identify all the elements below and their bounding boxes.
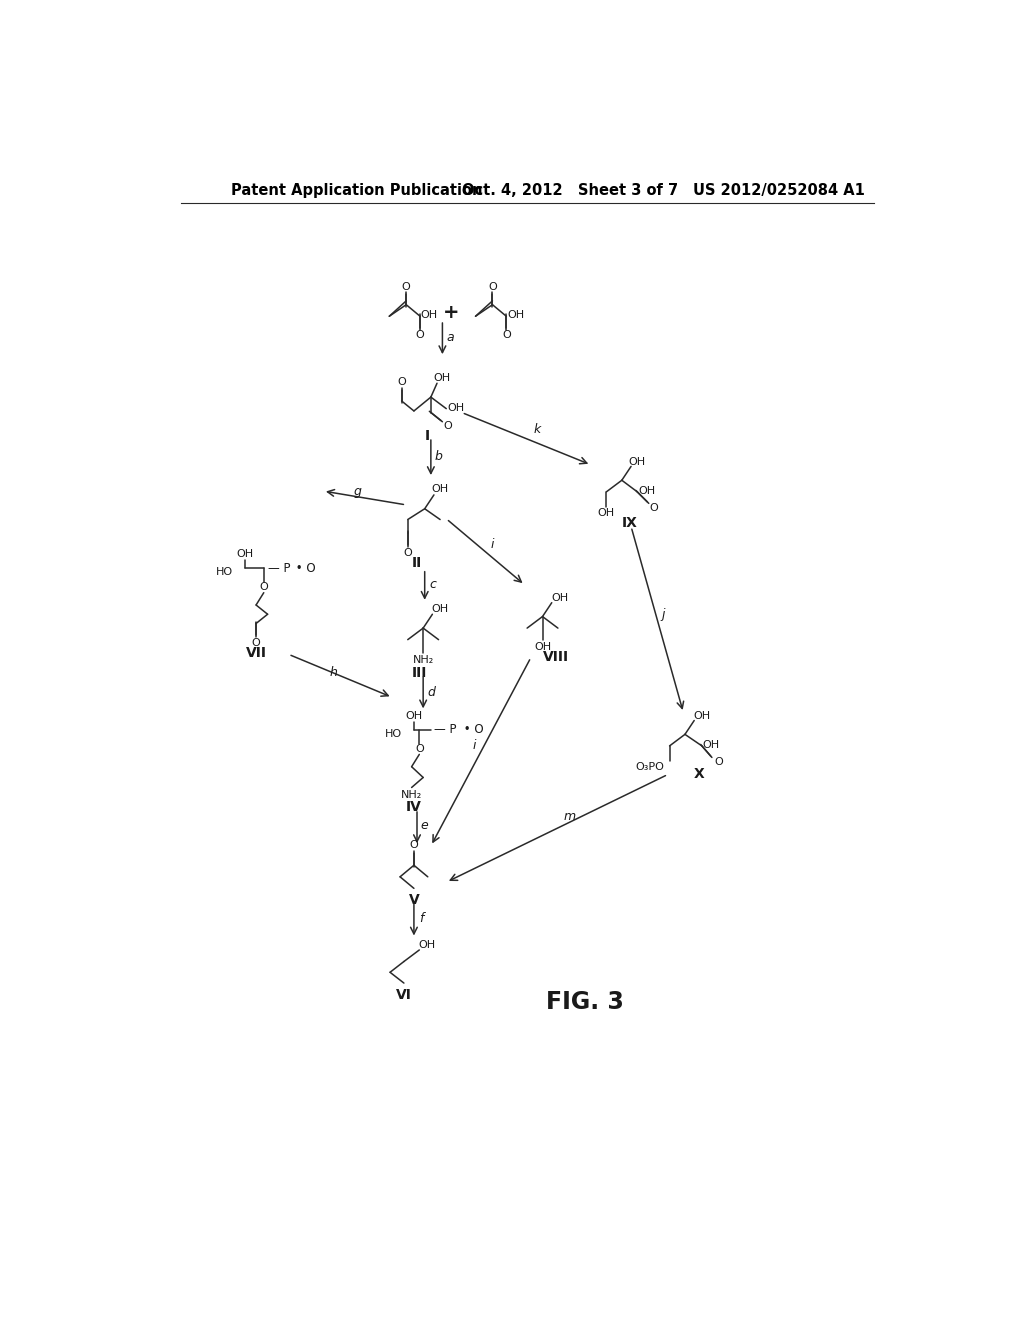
Text: IX: IX [622, 516, 638, 529]
Text: III: III [412, 665, 427, 680]
Text: i: i [490, 539, 495, 552]
Text: HO: HO [216, 566, 233, 577]
Text: O: O [401, 282, 411, 292]
Text: — P: — P [434, 723, 457, 737]
Text: O: O [715, 758, 723, 767]
Text: f: f [420, 912, 424, 925]
Text: O: O [488, 282, 497, 292]
Text: OH: OH [702, 741, 720, 750]
Text: O: O [443, 421, 453, 432]
Text: OH: OH [534, 643, 551, 652]
Text: O: O [397, 378, 406, 388]
Text: • O: • O [460, 723, 483, 737]
Text: Oct. 4, 2012   Sheet 3 of 7: Oct. 4, 2012 Sheet 3 of 7 [462, 183, 678, 198]
Text: a: a [446, 330, 454, 343]
Text: O: O [259, 582, 268, 593]
Text: OH: OH [421, 310, 438, 319]
Text: O: O [252, 638, 260, 648]
Text: X: X [693, 767, 705, 781]
Text: O: O [502, 330, 511, 339]
Text: — P: — P [267, 561, 290, 574]
Text: +: + [442, 302, 459, 322]
Text: d: d [427, 685, 435, 698]
Text: Patent Application Publication: Patent Application Publication [230, 183, 482, 198]
Text: OH: OH [598, 508, 615, 519]
Text: e: e [421, 820, 429, 833]
Text: OH: OH [406, 711, 423, 721]
Text: c: c [429, 578, 436, 591]
Text: NH₂: NH₂ [401, 791, 422, 800]
Text: O: O [650, 503, 658, 513]
Text: OH: OH [433, 372, 451, 383]
Text: O₃PO: O₃PO [636, 762, 665, 772]
Text: VII: VII [246, 645, 266, 660]
Text: O: O [416, 330, 425, 339]
Text: i: i [472, 739, 476, 751]
Text: O: O [415, 744, 424, 754]
Text: k: k [534, 422, 541, 436]
Text: • O: • O [292, 561, 315, 574]
Text: OH: OH [507, 310, 524, 319]
Text: OH: OH [236, 549, 253, 560]
Text: I: I [424, 429, 430, 442]
Text: b: b [434, 450, 442, 463]
Text: OH: OH [638, 486, 655, 496]
Text: m: m [563, 810, 575, 824]
Text: OH: OH [419, 940, 435, 949]
Text: HO: HO [385, 729, 402, 739]
Text: OH: OH [629, 457, 646, 467]
Text: j: j [662, 607, 666, 620]
Text: IV: IV [406, 800, 422, 813]
Text: VIII: VIII [544, 649, 569, 664]
Text: VI: VI [396, 989, 412, 1002]
Text: O: O [403, 548, 412, 557]
Text: US 2012/0252084 A1: US 2012/0252084 A1 [692, 183, 864, 198]
Text: OH: OH [431, 484, 449, 495]
Text: FIG. 3: FIG. 3 [546, 990, 624, 1014]
Text: g: g [353, 484, 361, 498]
Text: NH₂: NH₂ [413, 656, 434, 665]
Text: OH: OH [446, 403, 464, 413]
Text: OH: OH [693, 711, 711, 721]
Text: OH: OH [431, 603, 449, 614]
Text: II: II [412, 556, 422, 570]
Text: OH: OH [551, 593, 568, 603]
Text: V: V [409, 892, 419, 907]
Text: h: h [329, 667, 337, 680]
Text: O: O [410, 841, 418, 850]
